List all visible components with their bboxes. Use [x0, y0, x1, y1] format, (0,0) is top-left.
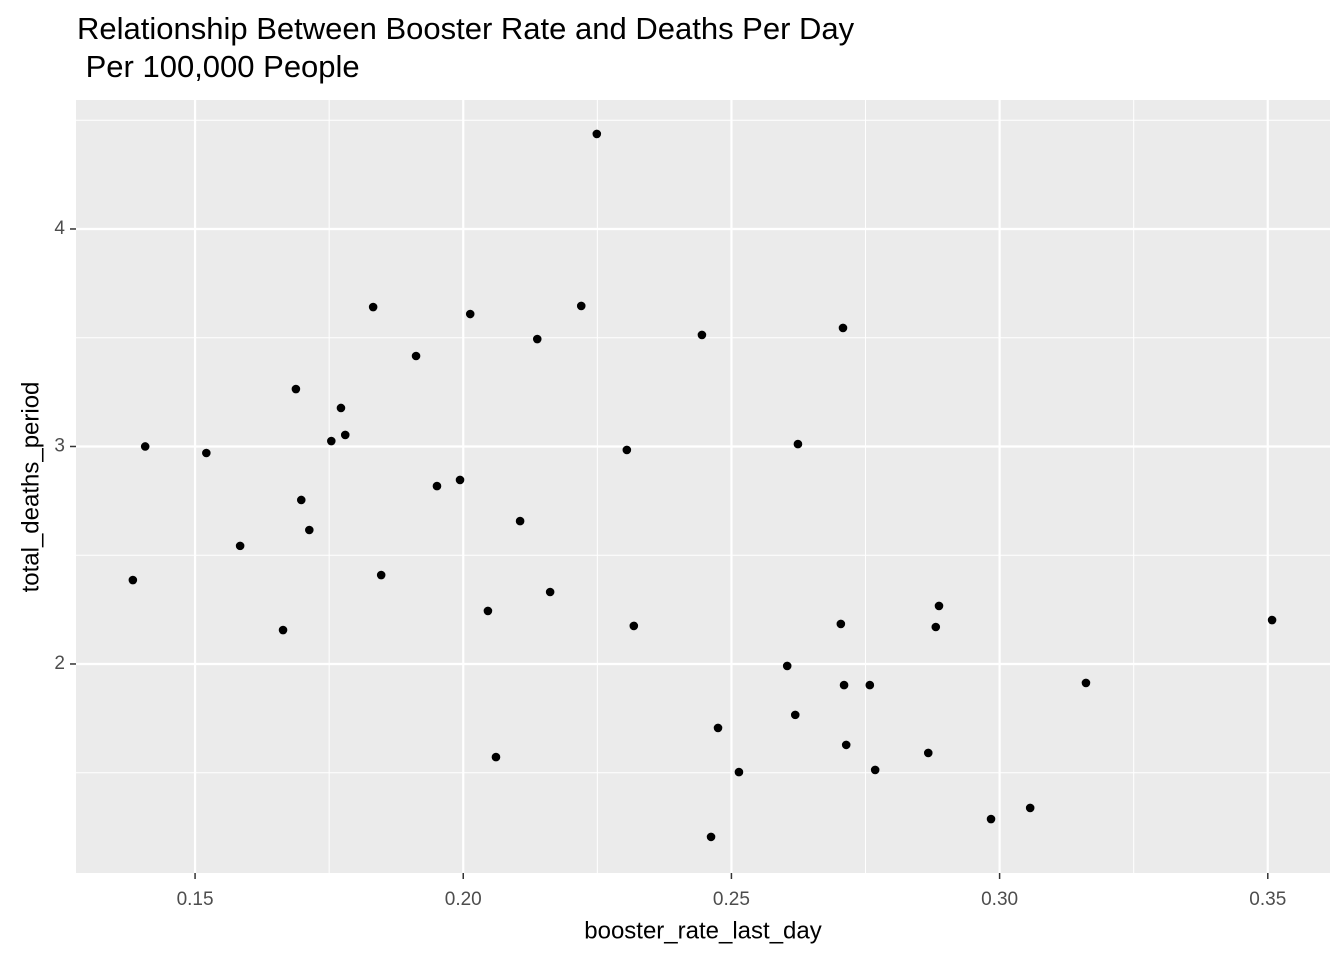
point: [841, 740, 851, 750]
point: [629, 621, 639, 631]
point: [986, 814, 996, 824]
point: [1081, 678, 1091, 688]
x-tick-label: 0.25: [713, 889, 750, 910]
panel-background: [76, 100, 1330, 873]
point: [296, 495, 306, 505]
y-tick-label: 2: [54, 653, 65, 674]
point: [592, 129, 602, 139]
point: [706, 832, 716, 842]
point: [923, 748, 933, 758]
point: [839, 680, 849, 690]
point: [545, 587, 555, 597]
point: [782, 661, 792, 671]
point: [483, 606, 493, 616]
points: [128, 129, 1277, 842]
y-tick-label: 4: [54, 218, 65, 239]
point: [931, 622, 941, 632]
point: [576, 301, 586, 311]
point: [790, 710, 800, 720]
point: [336, 403, 346, 413]
point: [291, 384, 301, 394]
point: [202, 448, 211, 458]
y-tick-label: 3: [54, 435, 65, 456]
point: [697, 330, 707, 340]
point: [278, 625, 288, 635]
point: [411, 351, 421, 361]
point: [327, 436, 336, 446]
chart-title: Relationship Between Booster Rate and De…: [77, 11, 855, 84]
point: [128, 575, 138, 585]
point: [235, 541, 245, 551]
point: [491, 752, 501, 762]
y-axis-title: total_deaths_period: [17, 382, 44, 593]
point: [734, 767, 744, 777]
point: [340, 430, 350, 440]
grid: [76, 100, 1330, 873]
point: [532, 334, 542, 344]
point: [376, 570, 386, 580]
point: [368, 302, 378, 312]
point: [793, 439, 803, 449]
point: [1267, 615, 1277, 625]
point: [838, 323, 848, 333]
x-tick-label: 0.35: [1249, 889, 1286, 910]
point: [870, 765, 880, 775]
point: [455, 475, 465, 485]
point: [713, 723, 723, 733]
point: [515, 516, 525, 526]
x-tick-label: 0.30: [981, 889, 1018, 910]
point: [432, 481, 442, 491]
point: [836, 619, 846, 629]
point: [1025, 803, 1035, 813]
x-tick-label: 0.20: [445, 889, 482, 910]
point: [305, 525, 314, 535]
point: [865, 680, 875, 690]
x-tick-label: 0.15: [177, 889, 214, 910]
point: [934, 601, 944, 611]
point: [622, 445, 632, 455]
point: [465, 309, 475, 319]
x-axis-title: booster_rate_last_day: [584, 917, 822, 944]
point: [140, 442, 150, 451]
